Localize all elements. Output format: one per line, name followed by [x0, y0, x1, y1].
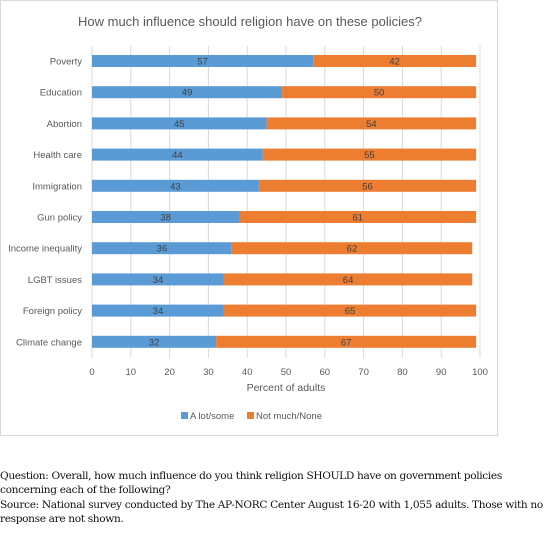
data-label: 56	[362, 181, 373, 192]
legend-label: A lot/some	[190, 411, 234, 422]
footnote-question: Question: Overall, how much influence do…	[0, 470, 502, 497]
bar-not-much-none	[216, 335, 477, 348]
x-tick-label: 0	[89, 367, 94, 378]
x-axis-ticks: 0 10 20 30 40 50 60 70 80 90 100	[89, 367, 488, 378]
x-tick-label: 70	[358, 367, 369, 378]
footnote-source: Source: National survey conducted by The…	[0, 498, 543, 525]
bar-a-lot-some	[92, 211, 240, 223]
data-label: 34	[153, 275, 164, 286]
category-label: Climate change	[16, 337, 82, 348]
data-label: 38	[160, 213, 171, 224]
data-label: 57	[197, 57, 208, 68]
category-label: Health care	[33, 150, 82, 161]
legend-swatch	[247, 412, 254, 419]
data-label: 42	[389, 57, 400, 68]
bar-a-lot-some	[92, 304, 224, 317]
data-label: 65	[345, 306, 356, 317]
bar-a-lot-some	[92, 179, 259, 192]
x-tick-label: 60	[320, 367, 331, 378]
x-tick-label: 90	[436, 367, 447, 378]
category-label: Foreign policy	[23, 306, 82, 317]
data-label: 54	[366, 119, 377, 130]
category-label: Gun policy	[37, 213, 82, 224]
bar-not-much-none	[239, 211, 477, 223]
bar-not-much-none	[223, 304, 477, 317]
data-label: 36	[157, 244, 168, 255]
bar-not-much-none	[313, 55, 477, 67]
x-tick-label: 20	[164, 367, 175, 378]
x-tick-label: 40	[242, 367, 253, 378]
bar-a-lot-some	[92, 273, 224, 286]
data-label: 50	[374, 88, 385, 99]
chart-frame: How much influence should religion have …	[0, 0, 498, 436]
bar-a-lot-some	[92, 242, 232, 255]
data-label: 61	[352, 213, 363, 224]
legend-swatch	[181, 412, 188, 419]
x-tick-label: 50	[281, 367, 292, 378]
bar-not-much-none	[223, 273, 473, 286]
category-label: Education	[40, 88, 82, 99]
bar-not-much-none	[266, 117, 477, 130]
category-label: Income inequality	[8, 244, 82, 255]
x-tick-label: 80	[397, 367, 408, 378]
footnote: Question: Overall, how much influence do…	[0, 469, 550, 526]
data-label: 67	[341, 337, 352, 348]
stacked-bar-chart: How much influence should religion have …	[8, 14, 488, 422]
bar-not-much-none	[231, 242, 473, 255]
bar-a-lot-some	[92, 86, 283, 99]
bar-a-lot-some	[92, 55, 314, 67]
data-label: 49	[182, 88, 193, 99]
data-label: 44	[172, 150, 183, 161]
data-label: 32	[149, 337, 160, 348]
bar-a-lot-some	[92, 148, 263, 161]
x-tick-label: 10	[126, 367, 137, 378]
data-label: 55	[364, 150, 375, 161]
x-tick-label: 30	[203, 367, 214, 378]
data-label: 43	[170, 181, 181, 192]
category-label: LGBT issues	[28, 275, 82, 286]
data-label: 62	[347, 244, 358, 255]
bar-a-lot-some	[92, 117, 267, 130]
x-axis-label: Percent of adults	[247, 382, 326, 394]
category-label: Poverty	[50, 57, 82, 68]
bar-a-lot-some	[92, 335, 217, 348]
data-labels: 57 42 49 50 45 54 44 55 43 56 38 61 36 62 34 64 34 65 32 67	[149, 57, 400, 349]
bar-not-much-none	[258, 179, 477, 192]
bar-not-much-none	[282, 86, 477, 99]
chart-title: How much influence should religion have …	[78, 14, 422, 29]
data-label: 34	[153, 306, 164, 317]
x-tick-label: 100	[472, 367, 488, 378]
legend: A lot/some Not much/None	[181, 411, 322, 422]
category-label: Abortion	[47, 119, 82, 130]
category-label: Immigration	[32, 181, 82, 192]
data-label: 64	[343, 275, 354, 286]
bar-not-much-none	[262, 148, 477, 161]
legend-label: Not much/None	[256, 411, 322, 422]
category-labels: Poverty Education Abortion Health care Immig…	[8, 57, 82, 349]
bars	[92, 55, 477, 348]
data-label: 45	[174, 119, 185, 130]
